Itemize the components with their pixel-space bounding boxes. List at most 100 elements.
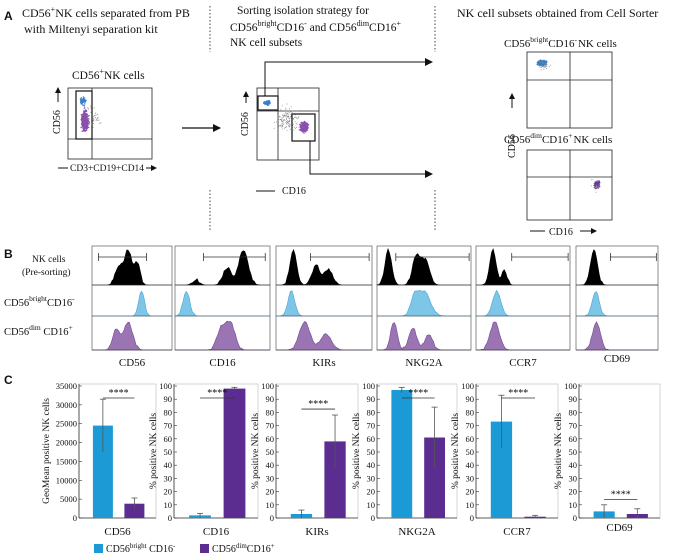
scatter-dot	[290, 113, 292, 115]
scatter-dot	[592, 179, 594, 181]
scatter-dot	[83, 123, 86, 126]
scatter-dot	[289, 124, 291, 126]
scatter-dot	[287, 120, 289, 122]
scatter-dot	[299, 125, 302, 128]
scatter-dot	[294, 121, 296, 123]
scatter-dot	[543, 68, 545, 70]
x-axis-label: CD69	[606, 522, 633, 534]
y-tick-label: 50	[266, 447, 275, 457]
y-axis-label: % positive NK cells	[251, 413, 261, 490]
panel-a: A CD56+NK cells separated from PB with M…	[4, 5, 658, 238]
scatter-dot	[289, 110, 291, 112]
scatter-dot	[282, 114, 284, 116]
y-tick-label: 50	[367, 447, 376, 457]
scatter-dot	[284, 116, 286, 118]
scatter-dot	[277, 121, 279, 123]
y-tick-label: 10	[569, 500, 578, 510]
scatter-dot	[289, 116, 291, 118]
scatter-dot	[89, 105, 91, 107]
col1-title-line2: with Miltenyi separation kit	[24, 22, 158, 36]
y-tick-label: 100	[159, 381, 172, 391]
scatter-dot	[544, 65, 546, 67]
scatter-dot	[93, 122, 94, 124]
col3-bottom-plot-frame	[526, 149, 613, 221]
histogram-pre	[92, 249, 172, 286]
y-axis-label: % positive NK cells	[352, 413, 362, 490]
scatter-dot	[83, 98, 86, 101]
scatter-dot	[80, 97, 83, 99]
scatter-dot	[593, 182, 595, 184]
scatter-dot	[286, 126, 288, 128]
bar-dim	[424, 437, 445, 518]
scatter-dot	[538, 61, 541, 63]
scatter-dot	[538, 63, 540, 66]
scatter-dot	[80, 119, 82, 121]
scatter-dot	[88, 118, 90, 120]
y-tick-label: 60	[569, 434, 578, 444]
scatter-dot	[300, 129, 303, 132]
marker-label: CD56	[119, 357, 146, 369]
x-axis-label: NKG2A	[398, 526, 435, 538]
y-tick-label: 40	[569, 460, 578, 470]
scatter-dot	[283, 115, 285, 117]
scatter-dot	[540, 61, 542, 63]
scatter-dot	[281, 119, 282, 121]
scatter-dot	[86, 123, 88, 125]
scatter-dot	[278, 118, 280, 120]
scatter-dot	[297, 118, 299, 119]
col1-plot-label: CD56+NK cells	[72, 67, 145, 82]
scatter-dot	[286, 129, 288, 131]
scatter-dot	[280, 109, 282, 111]
scatter-dot	[280, 119, 282, 120]
scatter-dot	[304, 129, 307, 131]
scatter-dot	[92, 123, 94, 125]
scatter-dot	[281, 118, 283, 120]
scatter-dot	[267, 101, 270, 104]
scatter-dot	[82, 113, 85, 116]
scatter-dot	[284, 114, 286, 116]
scatter-dot	[596, 186, 598, 188]
scatter-dot	[285, 108, 287, 110]
scatter-dot	[305, 124, 307, 126]
scatter-dot	[282, 125, 284, 127]
col3-xaxis-label: CD16	[549, 227, 573, 238]
panel-a-letter: A	[4, 9, 13, 23]
scatter-dot	[303, 126, 306, 129]
y-tick-label: 20	[367, 487, 376, 497]
scatter-dot	[80, 100, 83, 102]
scatter-dot	[288, 123, 290, 125]
y-tick-label: 20	[466, 487, 475, 497]
y-tick-label: 10	[367, 500, 376, 510]
scatter-dot	[285, 121, 287, 123]
marker-label: CCR7	[509, 357, 537, 369]
scatter-dot	[86, 121, 88, 123]
y-tick-label: 5000	[60, 494, 77, 504]
col2-gate-dim	[291, 113, 316, 142]
x-axis-label: CD16	[203, 526, 230, 538]
col2-plot-frame	[256, 87, 320, 161]
scatter-dot	[542, 61, 543, 63]
scatter-dot	[550, 64, 551, 66]
y-tick-label: 0	[470, 513, 474, 523]
scatter-dot	[548, 66, 550, 68]
scatter-dot	[83, 121, 86, 123]
scatter-dot	[86, 125, 89, 128]
scatter-dot	[298, 116, 300, 118]
scatter-dot	[277, 112, 278, 114]
scatter-dot	[97, 119, 99, 121]
scatter-dot	[100, 122, 102, 124]
scatter-dot	[296, 110, 298, 112]
col1-yaxis-label: CD56	[52, 110, 63, 134]
y-tick-label: 60	[164, 434, 173, 444]
scatter-dot	[87, 118, 89, 120]
scatter-dot	[289, 128, 291, 130]
scatter-dot	[543, 59, 545, 62]
y-tick-label: 50	[569, 447, 578, 457]
scatter-dot	[81, 119, 83, 122]
scatter-dot	[85, 118, 87, 120]
scatter-dot	[546, 61, 548, 63]
scatter-dot	[545, 64, 547, 66]
scatter-dot	[81, 102, 83, 104]
scatter-dot	[276, 121, 278, 123]
row-label-dim: CD56dim CD16+	[4, 323, 73, 338]
